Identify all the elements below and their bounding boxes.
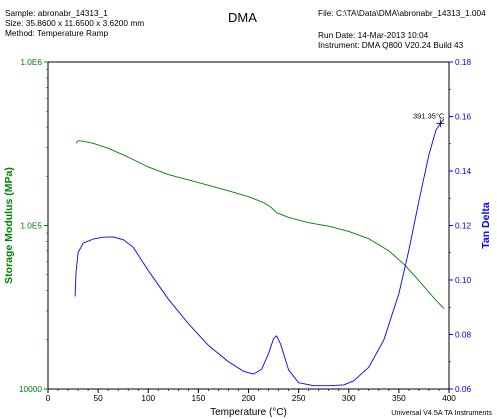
y-left-tick-label: 1.0E6: [20, 57, 42, 67]
x-tick-label: 50: [94, 393, 104, 403]
x-tick-label: 300: [342, 393, 356, 403]
y-right-axis-label: Tan Delta: [480, 202, 492, 249]
x-axis-label: Temperature (°C): [210, 407, 287, 418]
y-right-tick-label: 0.18: [455, 57, 472, 67]
tan-delta-line: [74, 118, 445, 387]
x-tick-label: 350: [392, 393, 406, 403]
sample-name: Sample: abronabr_14313_1: [5, 8, 108, 18]
peak-annotation: 391.35°C: [413, 111, 445, 120]
storage-modulus-line: [75, 140, 445, 309]
y-right-tick-label: 0.16: [455, 112, 472, 122]
y-right-tick-label: 0.06: [455, 384, 472, 394]
y-right-tick-label: 0.12: [455, 221, 472, 231]
y-left-axis-label: Storage Modulus (MPa): [3, 167, 15, 284]
x-tick-label: 200: [242, 393, 256, 403]
sample-info: Sample: abronabr_14313_1 Size: 35.8600 x…: [5, 8, 144, 38]
y-right-tick-label: 0.14: [455, 166, 472, 176]
instrument: Instrument: DMA Q800 V20.24 Build 43: [318, 40, 464, 50]
software-version: Universal V4.5A TA Instruments: [391, 408, 492, 417]
x-tick-label: 250: [292, 393, 306, 403]
x-tick-label: 100: [141, 393, 155, 403]
plot-frame: [47, 61, 450, 390]
y-left-tick-label: 1.0E5: [20, 221, 42, 231]
x-tick-label: 150: [191, 393, 205, 403]
chart-title: DMA: [228, 10, 257, 25]
test-method: Method: Temperature Ramp: [5, 28, 109, 38]
run-date: Run Date: 14-Mar-2013 10:04: [318, 30, 429, 40]
sample-size: Size: 35.8600 x 11.6500 x 3.6200 mm: [5, 18, 145, 28]
run-info: File: C:\TA\Data\DMA\abronabr_14313_1.00…: [318, 8, 486, 50]
y-right-tick-label: 0.10: [455, 275, 472, 285]
y-right-tick-label: 0.08: [455, 330, 472, 340]
x-tick-label: 400: [442, 393, 456, 403]
file-path: File: C:\TA\Data\DMA\abronabr_14313_1.00…: [318, 8, 486, 18]
x-tick-label: 0: [46, 393, 51, 403]
y-left-tick-label: 10000: [19, 384, 42, 394]
